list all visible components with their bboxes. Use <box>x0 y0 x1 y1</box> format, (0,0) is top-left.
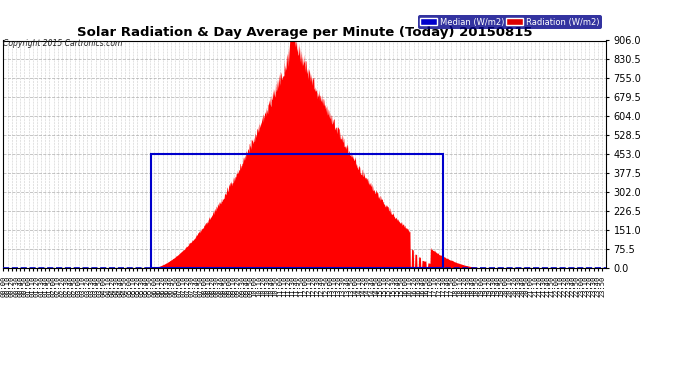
Title: Solar Radiation & Day Average per Minute (Today) 20150815: Solar Radiation & Day Average per Minute… <box>77 26 533 39</box>
Bar <box>151 154 443 268</box>
Text: Copyright 2015 Cartronics.com: Copyright 2015 Cartronics.com <box>3 39 123 48</box>
Legend: Median (W/m2), Radiation (W/m2): Median (W/m2), Radiation (W/m2) <box>418 15 602 29</box>
